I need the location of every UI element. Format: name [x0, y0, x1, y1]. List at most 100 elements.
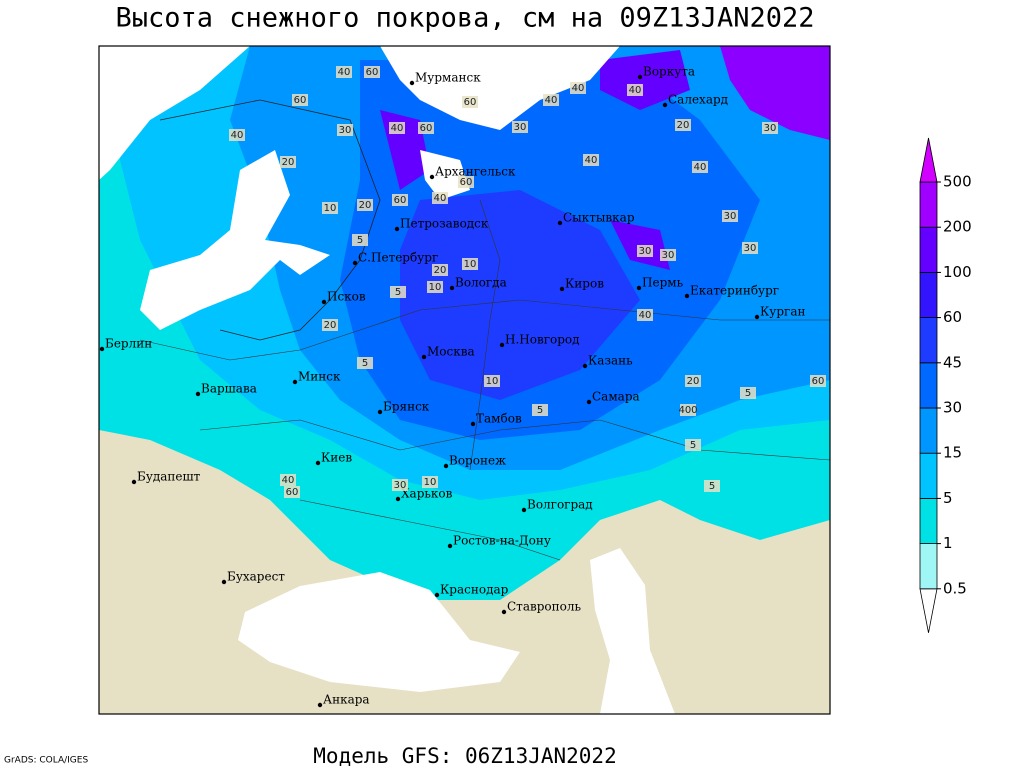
contour-label-bg: [742, 242, 758, 254]
city-dot: [315, 460, 321, 466]
cities: Мурманск Воркута Салехард Архангельск Сыктыв…: [99, 65, 805, 708]
sea: [420, 150, 470, 200]
contour-label: 20: [324, 320, 337, 331]
city-dot: [434, 592, 440, 598]
colorbar-label: 45: [943, 353, 962, 371]
colorbar-swatch: [919, 181, 938, 228]
colorbar-swatch: [919, 317, 938, 364]
city-dot: [421, 354, 427, 360]
contour-label: 30: [764, 123, 777, 134]
contour-label: 20: [282, 157, 295, 168]
city-dot: [636, 285, 642, 291]
contour-label: 40: [545, 95, 558, 106]
contour-label-bg: [357, 199, 373, 211]
city-dot: [352, 260, 358, 266]
colorbar-label: 0.5: [943, 579, 967, 597]
contour-label-bg: [432, 264, 448, 276]
contour-label-bg: [685, 439, 701, 451]
border: [139, 199, 830, 561]
contour-label-bg: [284, 486, 300, 498]
city-dot: [131, 479, 137, 485]
contour-label: 10: [429, 282, 442, 293]
city-dot: [221, 579, 227, 585]
contour-label: 5: [709, 481, 715, 492]
city-label: С.Петербург: [358, 251, 438, 265]
city-label: Курган: [760, 305, 805, 319]
city-label: Н.Новгород: [505, 333, 580, 347]
contour-label: 30: [394, 480, 407, 491]
contour-label: 20: [677, 120, 690, 131]
sea: [380, 46, 620, 130]
contour-label: 400: [678, 405, 697, 416]
city-label: Архангельск: [435, 165, 516, 179]
city-dot: [637, 74, 643, 80]
contour-label-bg: [322, 319, 338, 331]
city-dot: [317, 702, 323, 708]
city-dot: [377, 409, 383, 415]
sea: [238, 572, 520, 692]
city-label: Казань: [588, 354, 633, 368]
colorbar-label: 100: [943, 263, 972, 281]
contour-label-bg: [692, 161, 708, 173]
city-label: Москва: [427, 345, 475, 359]
city-dot: [521, 507, 527, 513]
contour-label: 10: [424, 477, 437, 488]
contour-label: 5: [690, 440, 696, 451]
contour-label-bg: [390, 286, 406, 298]
credit: GrADS: COLA/IGES: [4, 756, 88, 766]
contour-label-bg: [810, 375, 826, 387]
contour-label-bg: [280, 474, 296, 486]
city-label: Бухарест: [227, 570, 285, 584]
contour-label-bg: [392, 194, 408, 206]
contour-label-bg: [637, 245, 653, 257]
contour-label: 5: [745, 388, 751, 399]
contour-label-bg: [392, 479, 408, 491]
city-label: Волгоград: [527, 498, 593, 512]
colorbar-swatch: [919, 497, 938, 544]
city-label: Харьков: [401, 487, 453, 501]
contour-label: 60: [464, 97, 477, 108]
contour-label: 40: [694, 162, 707, 173]
contour-label: 5: [395, 287, 401, 298]
colorbar-swatch: [919, 588, 938, 633]
city-label: Воркута: [643, 65, 695, 79]
colorbar-label: 15: [943, 444, 962, 462]
contour-label: 30: [744, 243, 757, 254]
map-frame: [98, 45, 831, 715]
contour-label-bg: [337, 124, 353, 136]
contour-label: 60: [812, 376, 825, 387]
contour-label: 40: [434, 193, 447, 204]
city-label: Берлин: [105, 337, 152, 351]
city-label: Псков: [327, 290, 366, 304]
model-label: Модель GFS: 06Z13JAN2022: [313, 744, 616, 768]
sea: [99, 46, 250, 180]
contour-label-bg: [660, 249, 676, 261]
sea: [590, 548, 675, 714]
city-dot: [321, 299, 327, 305]
colorbar-label: 200: [943, 218, 972, 236]
contour-label: 5: [537, 405, 543, 416]
contour-label: 40: [338, 67, 351, 78]
contour-label-bg: [364, 66, 380, 78]
contour-label-bg: [422, 476, 438, 488]
colorbar-swatch: [919, 137, 938, 183]
contour-label: 5: [362, 358, 368, 369]
city-dot: [449, 285, 455, 291]
colorbar-swatch: [919, 452, 938, 499]
city-dot: [501, 609, 507, 615]
city-dot: [684, 293, 690, 299]
contour-label-bg: [740, 387, 756, 399]
contour-label: 40: [629, 85, 642, 96]
colorbar-label: 500: [943, 173, 972, 191]
city-label: Самара: [592, 390, 640, 404]
city-label: Петрозаводск: [400, 217, 489, 231]
contour-label-bg: [685, 375, 701, 387]
sea: [140, 150, 330, 330]
colorbar-swatch: [919, 543, 938, 590]
contour-label: 20: [359, 200, 372, 211]
contour-label-bg: [704, 480, 720, 492]
contour-label: 30: [514, 122, 527, 133]
city-dot: [292, 379, 298, 385]
contour-label-bg: [462, 96, 478, 108]
